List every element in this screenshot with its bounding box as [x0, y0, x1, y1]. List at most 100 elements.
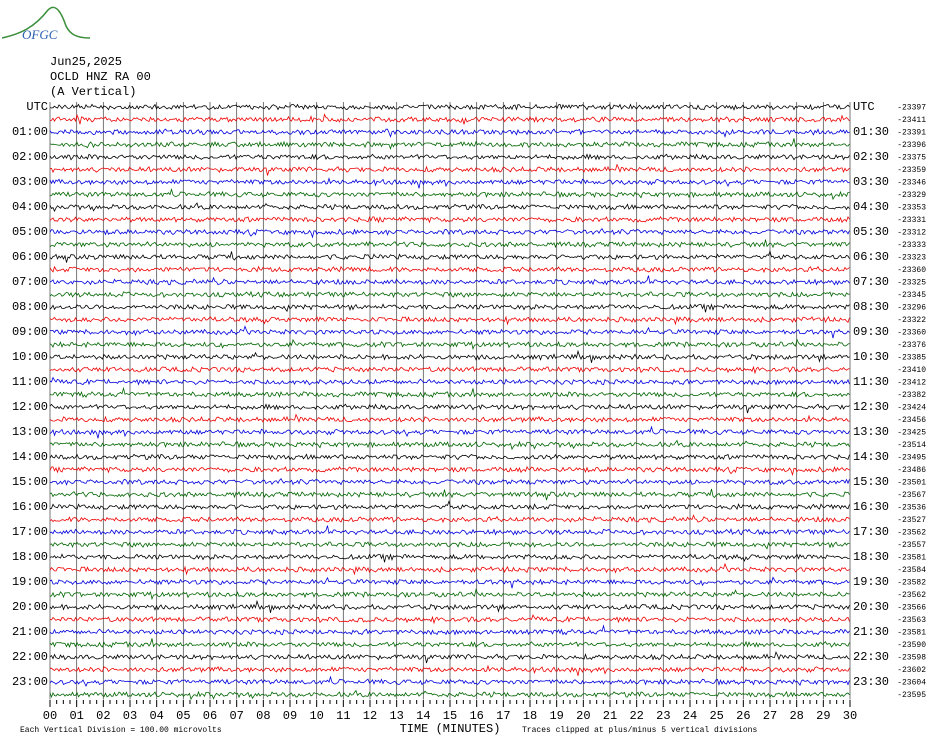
trace-offset: -23562 [897, 591, 926, 600]
trace [49, 689, 850, 701]
trace-offset: -23557 [897, 541, 926, 550]
trace [49, 675, 850, 687]
x-tick-label: 28 [789, 709, 803, 723]
trace [49, 624, 850, 636]
date: Jun25,2025 [50, 55, 122, 69]
trace [49, 576, 850, 589]
trace-offset: -23514 [897, 441, 926, 450]
left-time-label: 05:00 [12, 225, 48, 239]
left-time-label: UTC [26, 100, 48, 114]
x-tick-label: 20 [576, 709, 590, 723]
trace [49, 650, 850, 664]
right-time-label: 11:30 [853, 375, 889, 389]
x-tick-label: 03 [123, 709, 137, 723]
footer-right: Traces clipped at plus/minus 5 vertical … [522, 726, 757, 735]
trace [49, 177, 850, 189]
trace [49, 562, 850, 576]
x-tick-label: 17 [496, 709, 510, 723]
x-tick-label: 09 [283, 709, 297, 723]
left-time-label: 08:00 [12, 300, 48, 314]
trace [49, 315, 850, 326]
right-time-label: 12:30 [853, 400, 889, 414]
left-time-label: 09:00 [12, 325, 48, 339]
trace-offset: -23376 [897, 341, 926, 350]
station: OCLD HNZ RA 00 [50, 70, 151, 84]
trace [49, 265, 850, 274]
x-tick-label: 21 [603, 709, 617, 723]
trace [49, 163, 850, 176]
right-time-label: 04:30 [853, 200, 889, 214]
x-tick-label: 07 [229, 709, 243, 723]
x-tick-label: 16 [469, 709, 483, 723]
left-time-label: 10:00 [12, 350, 48, 364]
trace-offset: -23598 [897, 654, 926, 663]
trace-offset: -23495 [897, 454, 926, 463]
trace [49, 365, 850, 375]
x-tick-label: 06 [203, 709, 217, 723]
trace-offset: -23581 [897, 629, 926, 638]
trace-offset: -23353 [897, 204, 926, 213]
trace-offset: -23322 [897, 316, 926, 325]
trace [49, 275, 850, 286]
left-time-label: 18:00 [12, 550, 48, 564]
trace [49, 128, 850, 138]
left-time-label: 20:00 [12, 600, 48, 614]
x-tick-label: 13 [389, 709, 403, 723]
trace [49, 239, 850, 249]
right-time-label: 02:30 [853, 150, 889, 164]
trace-offset: -23567 [897, 491, 926, 500]
logo-text: OFGC [22, 27, 58, 42]
left-time-label: 04:00 [12, 200, 48, 214]
x-tick-label: 23 [656, 709, 670, 723]
trace-offset: -23604 [897, 679, 926, 688]
x-tick-label: 22 [629, 709, 643, 723]
trace [49, 228, 850, 239]
trace-offset: -23312 [897, 229, 926, 238]
trace [49, 376, 850, 386]
trace-offset: -23527 [897, 516, 926, 525]
trace [49, 349, 850, 363]
logo-arc [1, 6, 91, 39]
trace [49, 249, 850, 263]
trace [49, 153, 850, 161]
trace-offset: -23331 [897, 216, 926, 225]
x-axis-title: TIME (MINUTES) [400, 722, 501, 736]
trace-offset: -23359 [897, 166, 926, 175]
trace [49, 338, 850, 351]
x-tick-label: 18 [523, 709, 537, 723]
trace [49, 465, 850, 477]
left-time-label: 13:00 [12, 425, 48, 439]
trace-offset: -23333 [897, 241, 926, 250]
x-tick-label: 08 [256, 709, 270, 723]
trace [49, 514, 850, 524]
trace-offset: -23360 [897, 329, 926, 338]
trace [49, 187, 850, 201]
left-time-label: 12:00 [12, 400, 48, 414]
trace-offset: -23590 [897, 641, 926, 650]
trace [49, 588, 850, 601]
right-time-label: 17:30 [853, 525, 889, 539]
right-time-label: 06:30 [853, 250, 889, 264]
trace-offset: -23595 [897, 691, 926, 700]
left-time-label: 01:00 [12, 125, 48, 139]
x-tick-label: 01 [69, 709, 83, 723]
right-time-label: 10:30 [853, 350, 889, 364]
x-tick-label: 04 [149, 709, 163, 723]
left-time-label: 06:00 [12, 250, 48, 264]
left-time-label: 07:00 [12, 275, 48, 289]
trace [49, 439, 850, 451]
trace-offset: -23411 [897, 116, 926, 125]
left-time-label: 21:00 [12, 625, 48, 639]
trace [49, 290, 850, 299]
left-time-label: 16:00 [12, 500, 48, 514]
right-time-label: 08:30 [853, 300, 889, 314]
component: (A Vertical) [50, 85, 136, 99]
x-tick-label: 12 [363, 709, 377, 723]
trace [49, 138, 850, 150]
right-time-label: 09:30 [853, 325, 889, 339]
trace [49, 525, 850, 536]
right-time-label: 05:30 [853, 225, 889, 239]
right-time-label: 20:30 [853, 600, 889, 614]
trace-offset: -23563 [897, 616, 926, 625]
trace-offset: -23581 [897, 554, 926, 563]
